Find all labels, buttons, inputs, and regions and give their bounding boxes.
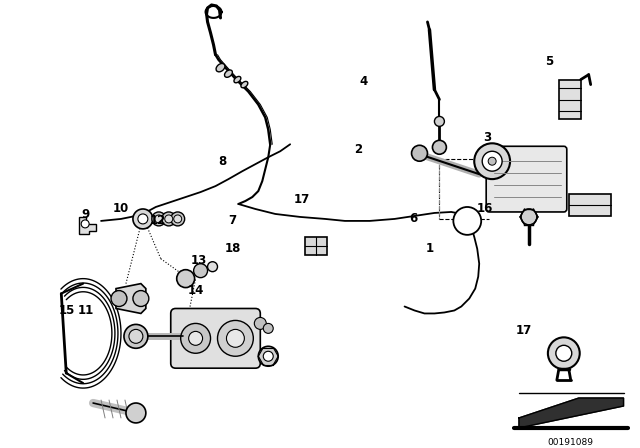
Circle shape (263, 351, 273, 361)
Ellipse shape (216, 64, 225, 72)
Circle shape (189, 332, 203, 345)
Text: 7: 7 (228, 215, 237, 228)
Ellipse shape (241, 82, 248, 88)
Text: 18: 18 (224, 242, 241, 255)
Circle shape (171, 212, 185, 226)
Text: 14: 14 (188, 284, 204, 297)
Ellipse shape (225, 70, 232, 78)
Circle shape (194, 264, 207, 278)
Circle shape (433, 140, 446, 154)
Bar (569, 194, 611, 216)
Circle shape (453, 207, 481, 235)
Polygon shape (116, 284, 146, 314)
Text: 17: 17 (516, 324, 532, 337)
Circle shape (133, 209, 153, 229)
Circle shape (548, 337, 580, 369)
FancyBboxPatch shape (486, 146, 567, 212)
Circle shape (81, 220, 89, 228)
Circle shape (180, 323, 211, 353)
Circle shape (124, 324, 148, 348)
Circle shape (162, 212, 176, 226)
Circle shape (227, 329, 244, 347)
Text: 5: 5 (545, 55, 553, 68)
Circle shape (521, 209, 537, 225)
Circle shape (152, 212, 166, 226)
Circle shape (173, 215, 182, 223)
Text: 1: 1 (426, 242, 433, 255)
Circle shape (412, 145, 428, 161)
Text: 3: 3 (483, 131, 492, 144)
Circle shape (435, 116, 444, 126)
Text: 17: 17 (294, 193, 310, 206)
Circle shape (126, 403, 146, 423)
Circle shape (263, 323, 273, 333)
Circle shape (138, 214, 148, 224)
Polygon shape (519, 398, 623, 428)
Ellipse shape (234, 77, 241, 83)
Circle shape (207, 262, 218, 271)
FancyBboxPatch shape (171, 309, 260, 368)
Text: 11: 11 (78, 304, 94, 317)
Text: 15: 15 (59, 304, 76, 317)
Circle shape (474, 143, 510, 179)
Circle shape (129, 329, 143, 343)
Bar (559, 80, 580, 120)
Text: 13: 13 (191, 254, 207, 267)
Circle shape (218, 320, 253, 356)
Polygon shape (79, 217, 96, 234)
Text: 16: 16 (477, 202, 493, 215)
Circle shape (254, 318, 266, 329)
Circle shape (111, 291, 127, 306)
Bar (305, 237, 327, 255)
Text: 4: 4 (360, 75, 368, 88)
Text: 6: 6 (410, 212, 418, 225)
Circle shape (164, 215, 173, 223)
Text: 9: 9 (81, 208, 89, 221)
Circle shape (482, 151, 502, 171)
Text: 8: 8 (218, 155, 227, 168)
Circle shape (133, 291, 149, 306)
Text: 10: 10 (113, 202, 129, 215)
Circle shape (259, 346, 278, 366)
Text: 12: 12 (150, 215, 166, 228)
Circle shape (556, 345, 572, 361)
Circle shape (488, 157, 496, 165)
Text: 2: 2 (354, 143, 362, 156)
Circle shape (155, 215, 163, 223)
Text: 00191089: 00191089 (548, 438, 594, 447)
Circle shape (177, 270, 195, 288)
